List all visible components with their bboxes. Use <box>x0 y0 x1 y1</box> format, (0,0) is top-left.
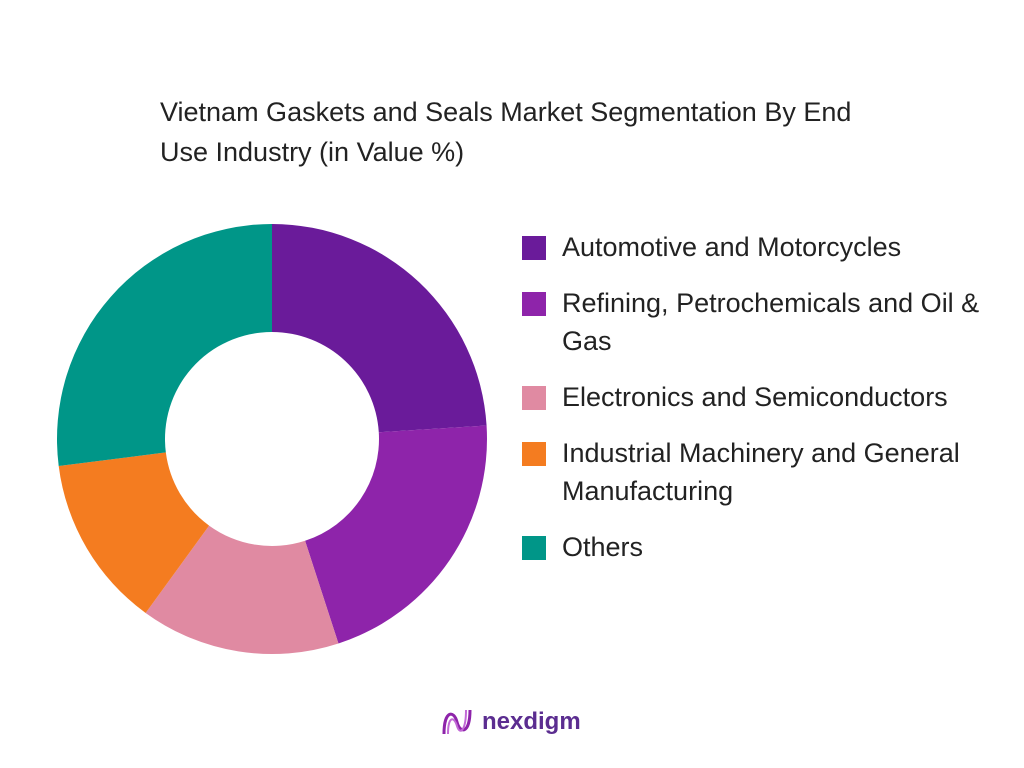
legend-swatch <box>522 292 546 316</box>
donut-slice <box>56 224 272 466</box>
legend: Automotive and Motorcycles Refining, Petr… <box>522 228 1022 584</box>
legend-item: Others <box>522 528 1022 566</box>
donut-slice <box>272 224 487 433</box>
brand-logo: nexdigm <box>440 704 581 740</box>
legend-item: Automotive and Motorcycles <box>522 228 1022 266</box>
legend-label: Industrial Machinery and General Manufac… <box>562 438 960 506</box>
legend-label: Refining, Petrochemicals and Oil & Gas <box>562 288 980 356</box>
brand-name: nexdigm <box>482 708 581 735</box>
donut-slice <box>58 452 210 613</box>
legend-swatch <box>522 442 546 466</box>
brand-icon <box>442 709 472 735</box>
legend-swatch <box>522 236 546 260</box>
donut-slice <box>145 525 339 655</box>
legend-swatch <box>522 536 546 560</box>
legend-item: Refining, Petrochemicals and Oil & Gas <box>522 284 1022 360</box>
chart-title: Vietnam Gaskets and Seals Market Segment… <box>160 97 852 167</box>
legend-label: Automotive and Motorcycles <box>562 232 902 262</box>
donut-slice <box>305 425 487 644</box>
legend-item: Electronics and Semiconductors <box>522 378 1022 416</box>
legend-item: Industrial Machinery and General Manufac… <box>522 434 1022 510</box>
legend-label: Others <box>562 532 644 562</box>
chart <box>56 224 487 655</box>
legend-label: Electronics and Semiconductors <box>562 382 948 412</box>
legend-swatch <box>522 386 546 410</box>
